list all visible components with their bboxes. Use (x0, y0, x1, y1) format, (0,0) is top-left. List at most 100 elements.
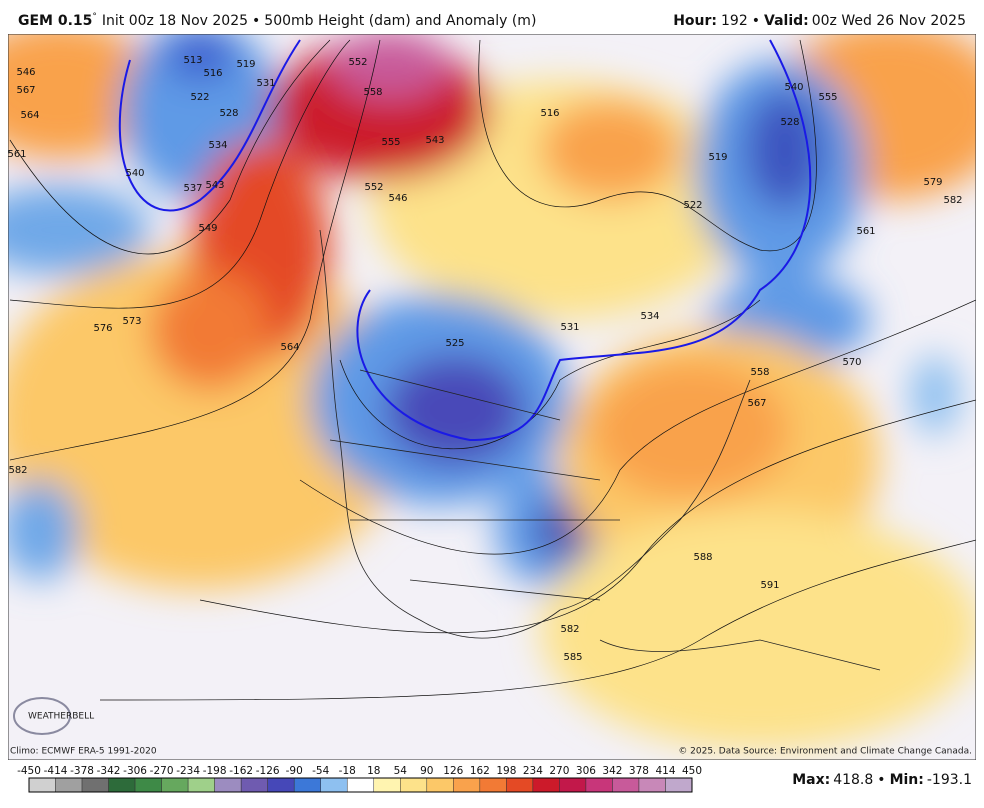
colorbar-swatch (81, 777, 109, 793)
colorbar-tick-label: 342 (602, 765, 622, 777)
colorbar-tick-label: -378 (70, 765, 94, 777)
climo: Climo: ECMWF ERA-5 1991-2020 (10, 747, 157, 757)
colorbar-tick-label: -414 (44, 765, 68, 777)
contour-label: 564 (20, 110, 39, 121)
contour-label: 552 (348, 57, 367, 68)
contour-label: 555 (818, 92, 837, 103)
header-valid: Hour: 192 • Valid: 00z Wed 26 Nov 2025 (673, 13, 966, 29)
bullet: • (752, 13, 760, 29)
contour-label: 513 (183, 55, 202, 66)
colorbar-swatch (293, 777, 321, 793)
colorbar-swatch (240, 777, 268, 793)
contour-label: 576 (93, 323, 112, 334)
contour-label: 549 (198, 223, 217, 234)
contour-label: 567 (16, 85, 35, 96)
colorbar-swatch (320, 777, 348, 793)
colorbar-swatch (612, 777, 640, 793)
colorbar-tick-label: 306 (576, 765, 596, 777)
contour-label: 522 (190, 92, 209, 103)
colorbar-tick-label: 54 (394, 765, 408, 777)
colorbar-tick-label: -450 (17, 765, 41, 777)
valid: 00z Wed 26 Nov 2025 (812, 13, 966, 29)
colorbar-tick-label: 378 (629, 765, 649, 777)
contour-label: 555 (381, 137, 400, 148)
colorbar-frame (28, 777, 693, 793)
colorbar-swatch (267, 777, 295, 793)
contour-label: 588 (693, 552, 712, 563)
contour-label: 525 (445, 338, 464, 349)
colorbar-swatch (506, 777, 534, 793)
logo: WEATHERBELL (13, 697, 94, 735)
colorbar-swatch (161, 777, 189, 793)
min: -193.1 (927, 772, 972, 788)
contour-label: 558 (750, 367, 769, 378)
colorbar-tick-label: 162 (470, 765, 490, 777)
colorbar-swatch (134, 777, 162, 793)
contour-label: 561 (7, 149, 26, 160)
colorbar-swatch (532, 777, 560, 793)
colorbar-swatch (426, 777, 454, 793)
contour-label: 531 (256, 78, 275, 89)
contour-label: 591 (760, 580, 779, 591)
contour-label: 528 (219, 108, 238, 119)
valid-label: Valid: (764, 13, 809, 29)
contour-label: 546 (16, 67, 35, 78)
anomaly-field (8, 34, 976, 750)
contour-label: 540 (784, 82, 803, 93)
colorbar-swatch (346, 777, 375, 793)
contour-540 (118, 39, 812, 442)
colorbar-swatch (214, 777, 242, 793)
max-min: Max: 418.8 • Min: -193.1 (792, 772, 972, 788)
colorbar-swatch (108, 777, 136, 793)
model: GEM 0.15 (18, 13, 92, 29)
colorbar-tick-label: 234 (523, 765, 543, 777)
contour-label: 552 (364, 182, 383, 193)
colorbar-swatch (400, 777, 428, 793)
colorbar-tick-label: 414 (655, 765, 675, 777)
colorbar-tick-label: 90 (420, 765, 433, 777)
contour-label: 567 (747, 398, 766, 409)
contour-label: 540 (125, 168, 144, 179)
colorbar-swatch (638, 777, 666, 793)
contour-label: 582 (560, 624, 579, 635)
bullet: • (252, 13, 260, 29)
hour-label: Hour: (673, 13, 717, 29)
colorbar-tick-label: -306 (123, 765, 147, 777)
contour-label: 519 (708, 152, 727, 163)
height-contours (9, 39, 976, 701)
colorbar-swatch (665, 777, 693, 793)
colorbar-tick-label: 126 (443, 765, 463, 777)
contour-label: 582 (943, 195, 962, 206)
colorbar-swatch (453, 777, 481, 793)
colorbar-tick-label: 450 (682, 765, 702, 777)
init: Init 00z 18 Nov 2025 (102, 13, 248, 29)
contour-label: 522 (683, 200, 702, 211)
product: 500mb Height (dam) and Anomaly (m) (264, 13, 536, 29)
colorbar-tick-label: 198 (496, 765, 516, 777)
colorbar-swatch (28, 777, 56, 793)
contour-label: 546 (388, 193, 407, 204)
contour-label: 516 (203, 68, 222, 79)
map: 5465675645615135165195225285315345375405… (7, 34, 976, 760)
hour: 192 (721, 13, 748, 29)
colorbar-tick-label: -342 (97, 765, 121, 777)
colorbar: -450 -414 -378 -342 -306 -270 -234 -198 -162 -126… (17, 765, 702, 793)
colorbar-swatch (187, 777, 215, 793)
contour-label: 579 (923, 177, 942, 188)
contour-label: 582 (8, 465, 27, 476)
bullet: • (877, 772, 885, 788)
geography (319, 229, 881, 671)
colorbar-swatch (55, 777, 83, 793)
colorbar-swatch (585, 777, 613, 793)
colorbar-tick-label: -90 (286, 765, 303, 777)
colorbar-tick-label: 18 (367, 765, 380, 777)
contour-label: 570 (842, 357, 861, 368)
max-label: Max: (792, 772, 830, 788)
contour-label: 519 (236, 59, 255, 70)
contour-label: 528 (780, 117, 799, 128)
colorbar-tick-label: -270 (150, 765, 174, 777)
contour-label: 543 (205, 180, 224, 191)
colorbar-tick-label: 270 (549, 765, 569, 777)
contour-label: 534 (640, 311, 659, 322)
